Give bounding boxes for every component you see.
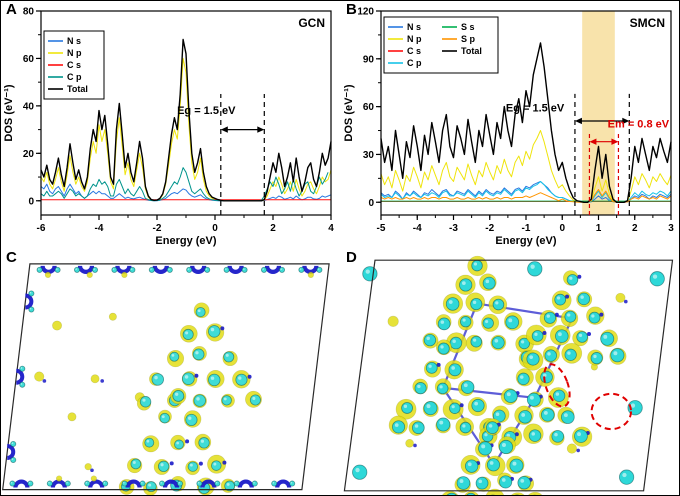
svg-text:Energy (eV): Energy (eV) [495,235,556,247]
svg-text:C p: C p [67,72,82,82]
svg-text:N p: N p [407,34,422,44]
panel-label-b: B [346,1,357,18]
svg-text:0: 0 [212,223,218,234]
svg-text:0: 0 [368,198,374,209]
svg-text:C p: C p [407,58,422,68]
svg-text:Total: Total [461,46,482,56]
svg-text:-2: -2 [153,223,162,234]
svg-text:C s: C s [407,46,421,56]
svg-text:DOS (eV⁻¹): DOS (eV⁻¹) [3,84,15,141]
svg-text:SMCN: SMCN [630,16,665,30]
svg-text:3: 3 [668,223,674,234]
svg-text:Total: Total [67,84,88,94]
svg-text:-2: -2 [485,223,494,234]
svg-text:1: 1 [596,223,602,234]
svg-text:Eg = 1.5 eV: Eg = 1.5 eV [177,105,236,117]
svg-text:-5: -5 [377,223,386,234]
svg-text:N p: N p [67,48,82,58]
svg-text:60: 60 [23,54,35,65]
panel-b-dos-smcn: B -5 -4 -3 -2 -1 0 1 2 3 0 30 60 90 120 Energy (eV) DOS… [341,1,679,249]
svg-text:Energy (eV): Energy (eV) [155,235,216,247]
svg-text:N s: N s [67,36,81,46]
charge-density-structure-gcn [2,263,330,495]
panel-c-structure-gcn: C [1,249,341,495]
svg-text:S p: S p [461,34,476,44]
svg-text:60: 60 [363,102,375,113]
svg-text:-4: -4 [95,223,104,234]
panel-label-c: C [6,249,17,266]
panel-label-a: A [6,1,17,18]
panel-d-structure-smcn: D [341,249,679,495]
svg-text:C s: C s [67,60,81,70]
svg-text:0: 0 [28,196,34,207]
svg-text:80: 80 [23,7,35,18]
svg-text:2: 2 [632,223,638,234]
svg-text:2: 2 [270,223,276,234]
svg-text:S s: S s [461,22,475,32]
svg-text:Eg = 1.5 eV: Eg = 1.5 eV [506,102,565,114]
svg-text:Em = 0.8 eV: Em = 0.8 eV [608,118,670,130]
svg-text:-6: -6 [37,223,46,234]
svg-text:30: 30 [363,150,375,161]
charge-density-structure-smcn [343,255,674,495]
svg-text:90: 90 [363,54,375,65]
svg-text:120: 120 [357,7,374,18]
svg-text:20: 20 [23,149,35,160]
svg-text:N s: N s [407,22,421,32]
svg-text:-4: -4 [413,223,422,234]
panel-label-d: D [346,249,357,266]
svg-text:40: 40 [23,101,35,112]
svg-text:4: 4 [328,223,334,234]
svg-text:0: 0 [559,223,565,234]
panel-a-dos-gcn: A -6 -4 -2 0 2 4 0 20 40 60 80 Energy (eV) DOS (eV⁻¹… [1,1,341,249]
svg-text:-3: -3 [449,223,458,234]
svg-text:-1: -1 [522,223,531,234]
svg-text:DOS (eV⁻¹): DOS (eV⁻¹) [343,84,355,141]
svg-text:GCN: GCN [298,16,325,30]
